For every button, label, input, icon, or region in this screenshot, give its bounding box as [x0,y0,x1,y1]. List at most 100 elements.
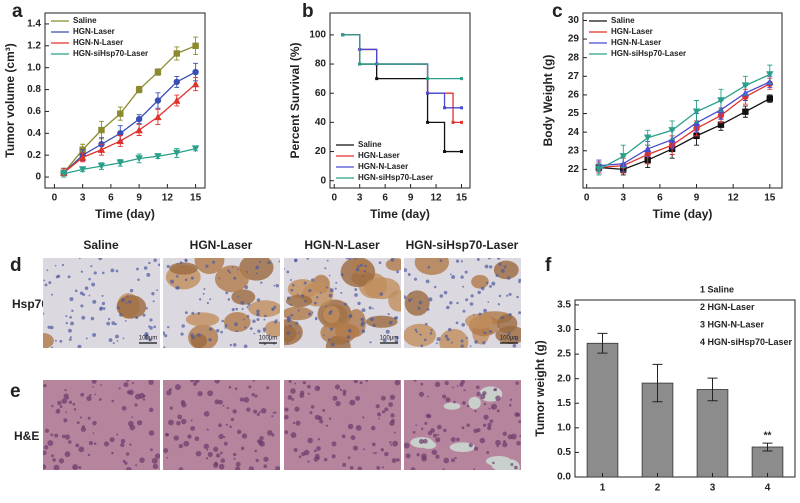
nucleus [256,309,260,313]
nucleus [364,264,368,268]
nucleus [489,265,493,269]
nucleus [394,316,399,320]
nucleus [340,291,343,294]
nucleus [218,399,223,405]
y-tick-label: 100 [309,30,326,41]
nucleus [420,382,424,386]
nucleus [442,394,447,399]
stained-region [214,265,249,293]
stained-region [287,279,318,299]
nucleus [443,428,447,433]
nucleus [223,436,226,439]
scale-bar-label: 100μm [259,336,277,342]
nucleus [460,339,464,343]
nucleus [515,381,519,385]
nucleus [43,279,46,282]
y-tick-label: 3.0 [557,324,571,335]
nucleus [310,405,315,409]
nucleus [190,335,195,340]
nucleus [233,457,236,460]
step-point [460,77,464,81]
y-tick-label: 0.6 [27,106,41,117]
nucleus [87,416,91,420]
nucleus [292,421,296,425]
nucleus [149,318,153,322]
nucleus [221,319,225,323]
nucleus [489,284,492,288]
nucleus [157,263,160,267]
nucleus [234,387,238,390]
stained-region [497,314,518,333]
nucleus [347,328,352,333]
nucleus [518,420,521,424]
nucleus [421,453,427,460]
nucleus [410,298,413,301]
nucleus [252,380,255,382]
nucleus [170,279,174,284]
nucleus [474,340,478,344]
nucleus [385,329,390,334]
nucleus [273,284,276,287]
nucleus [100,384,102,386]
nucleus [181,324,185,328]
nucleus [118,387,121,390]
step-point [443,106,447,110]
nucleus [166,456,169,459]
nucleus [255,265,260,270]
nucleus [246,270,249,273]
series-line [598,81,771,167]
nucleus [146,272,151,277]
nucleus [343,302,347,306]
nucleus [44,283,48,287]
nucleus [294,382,297,385]
error-bar [597,332,608,354]
nucleus [425,279,430,284]
nucleus [190,419,193,422]
nucleus [88,441,93,446]
nucleus [456,301,459,305]
nucleus [436,424,442,430]
nucleus [334,287,337,290]
nucleus [183,440,190,447]
nucleus [256,298,261,302]
marker [742,108,749,115]
nucleus [445,397,451,403]
nucleus [234,466,241,470]
nucleus [184,278,188,282]
y-tick-label: 20 [315,146,327,157]
nucleus [435,342,438,345]
nucleus [131,416,134,418]
nucleus [488,329,493,334]
stained-region [194,258,225,275]
nucleus [213,462,219,468]
nucleus [435,454,440,459]
nucleus [360,322,365,327]
marker [692,108,701,116]
stained-region [223,312,251,333]
step-point [375,77,379,81]
nucleus [380,448,384,452]
marker [154,97,162,104]
nucleus [47,440,54,447]
nucleus [271,415,274,418]
nucleus [190,425,196,431]
nucleus [354,258,357,260]
nucleus [91,380,97,384]
stained-region [248,300,280,318]
y-tick-label: 60 [315,88,327,99]
nucleus [43,384,47,388]
nucleus [246,306,249,309]
nucleus [290,388,296,394]
nucleus [195,450,202,457]
nucleus [514,337,519,342]
nucleus [125,467,132,470]
nucleus [429,331,433,335]
nucleus [396,458,400,462]
nucleus [307,460,310,463]
nucleus [325,286,328,289]
nucleus [88,277,91,281]
nucleus [388,402,394,407]
legend-item: 3 HGN-N-Laser [700,319,765,329]
stained-region [169,262,198,275]
nucleus [233,452,237,457]
